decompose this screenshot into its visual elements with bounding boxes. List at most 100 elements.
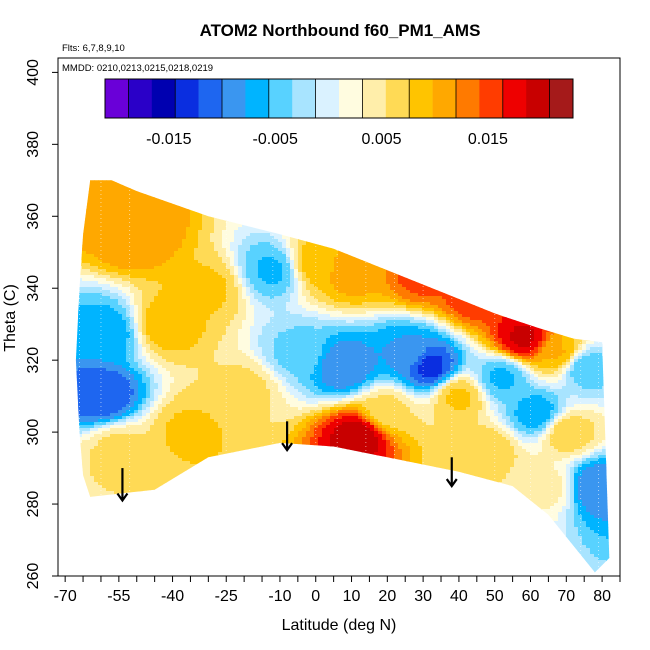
heatmap-cell: [66, 227, 70, 230]
heatmap-cell: [66, 407, 70, 410]
heatmap-cell: [138, 281, 143, 285]
heatmap-cell: [90, 338, 95, 342]
heatmap-cell: [134, 191, 139, 195]
heatmap-cell: [154, 443, 159, 447]
heatmap-cell: [154, 335, 159, 339]
heatmap-cell: [170, 479, 175, 483]
heatmap-cell: [98, 563, 103, 567]
heatmap-cell: [130, 482, 135, 486]
heatmap-cell: [174, 371, 179, 375]
heatmap-cell: [86, 518, 91, 522]
heatmap-cell: [158, 215, 163, 219]
heatmap-cell: [78, 281, 83, 285]
heatmap-cell: [178, 524, 183, 528]
heatmap-cell: [182, 524, 187, 528]
heatmap-cell: [62, 284, 66, 287]
heatmap-cell: [162, 542, 167, 546]
heatmap-cell: [70, 338, 74, 341]
heatmap-cell: [182, 314, 187, 318]
heatmap-cell: [78, 527, 83, 531]
heatmap-cell: [86, 185, 91, 189]
heatmap-cell: [66, 434, 70, 437]
heatmap-cell: [198, 266, 203, 270]
heatmap-cell: [66, 497, 70, 500]
heatmap-cell: [142, 389, 147, 393]
heatmap-cell: [178, 503, 183, 507]
heatmap-cell: [170, 458, 175, 462]
heatmap-cell: [182, 551, 187, 555]
heatmap-cell: [134, 323, 139, 327]
heatmap-cell: [66, 404, 70, 407]
heatmap-cell: [58, 452, 62, 455]
heatmap-cell: [150, 180, 155, 183]
heatmap-cell: [178, 158, 182, 161]
heatmap-cell: [134, 320, 139, 324]
heatmap-cell: [102, 380, 107, 384]
heatmap-cell: [90, 206, 95, 210]
heatmap-cell: [134, 326, 139, 330]
heatmap-cell: [70, 530, 74, 533]
heatmap-cell: [154, 191, 159, 195]
heatmap-cell: [126, 233, 131, 237]
heatmap-cell: [110, 317, 115, 321]
heatmap-cell: [174, 437, 179, 441]
heatmap-cell: [158, 494, 163, 498]
heatmap-cell: [86, 422, 91, 426]
heatmap-cell: [162, 566, 167, 570]
heatmap-cell: [102, 356, 107, 360]
heatmap-cell: [150, 305, 155, 309]
heatmap-cell: [94, 188, 99, 192]
heatmap-cell: [126, 182, 131, 186]
heatmap-cell: [122, 413, 127, 417]
heatmap-cell: [118, 296, 123, 300]
heatmap-cell: [114, 389, 119, 393]
heatmap-cell: [110, 563, 115, 567]
heatmap-cell: [182, 452, 187, 456]
heatmap-cell: [142, 509, 147, 513]
heatmap-cell: [66, 329, 70, 332]
heatmap-cell: [150, 251, 155, 255]
heatmap-cell: [170, 518, 175, 522]
heatmap-cell: [166, 389, 171, 393]
heatmap-cell: [130, 431, 135, 435]
heatmap-cell: [166, 299, 171, 303]
heatmap-cell: [102, 542, 107, 546]
heatmap-cell: [154, 488, 159, 492]
heatmap-cell: [70, 572, 74, 575]
heatmap-cell: [94, 335, 99, 339]
heatmap-cell: [182, 521, 187, 525]
heatmap-cell: [94, 437, 99, 441]
heatmap-cell: [94, 545, 99, 549]
heatmap-cell: [190, 221, 195, 225]
heatmap-cell: [90, 278, 95, 282]
heatmap-cell: [122, 443, 127, 447]
heatmap-cell: [154, 317, 159, 321]
heatmap-cell: [98, 485, 103, 489]
heatmap-cell: [186, 476, 191, 480]
heatmap-cell: [182, 443, 187, 447]
heatmap-cell: [130, 221, 135, 225]
heatmap-cell: [170, 563, 175, 567]
heatmap-cell: [102, 467, 107, 471]
heatmap-cell: [126, 506, 131, 510]
heatmap-cell: [102, 362, 107, 366]
heatmap-cell: [190, 431, 195, 435]
heatmap-cell: [186, 188, 191, 192]
heatmap-cell: [186, 281, 191, 285]
heatmap-cell: [158, 563, 163, 567]
heatmap-cell: [106, 233, 111, 237]
heatmap-cell: [154, 470, 159, 474]
heatmap-cell: [90, 431, 95, 435]
heatmap-cell: [166, 497, 171, 501]
heatmap-cell: [138, 368, 143, 372]
heatmap-cell: [170, 242, 175, 246]
heatmap-cell: [142, 182, 147, 186]
heatmap-cell: [170, 428, 175, 432]
heatmap-cell: [138, 212, 143, 216]
heatmap-cell: [182, 398, 187, 402]
heatmap-cell: [162, 248, 167, 252]
heatmap-cell: [194, 287, 199, 291]
heatmap-cell: [122, 344, 127, 348]
heatmap-cell: [70, 569, 74, 572]
heatmap-cell: [90, 323, 95, 327]
